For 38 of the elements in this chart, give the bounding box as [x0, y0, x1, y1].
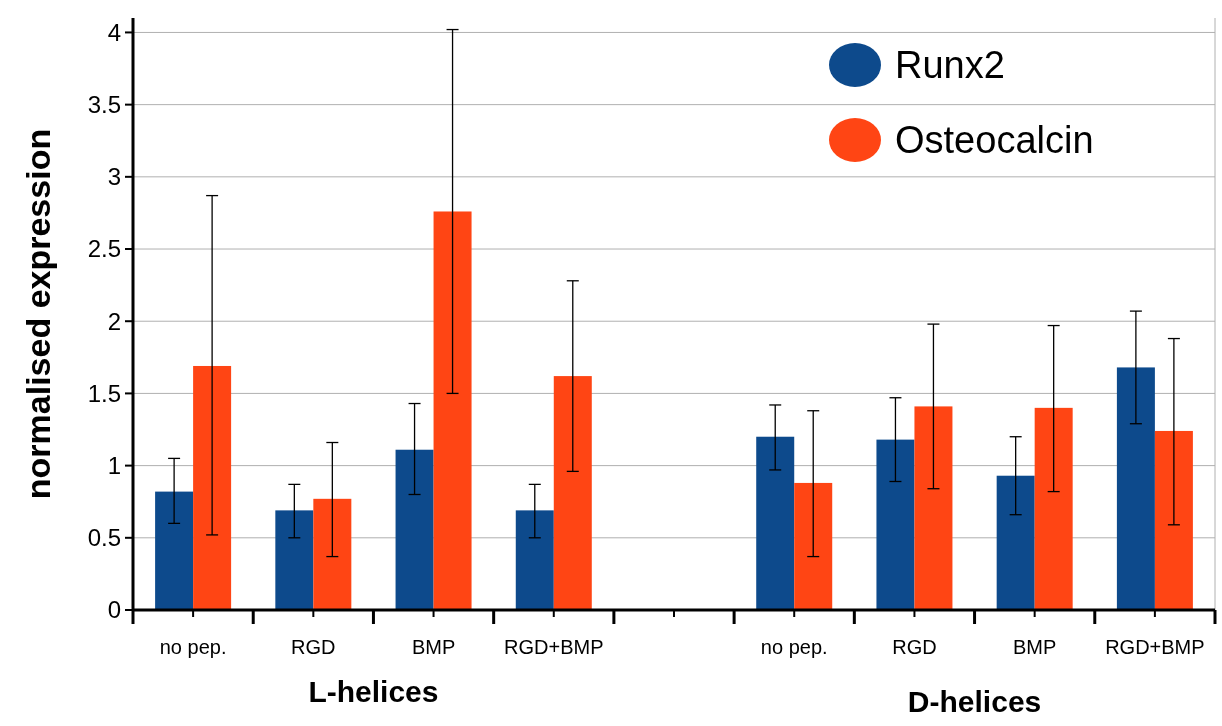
bar [756, 436, 795, 610]
bar [876, 439, 915, 610]
y-tick-label: 4 [107, 18, 121, 46]
bar [1116, 367, 1155, 610]
y-tick-label: 0 [107, 596, 121, 624]
x-tick-label: RGD+BMP [504, 636, 604, 658]
x-tick-label: RGD [892, 636, 937, 658]
text: L-helices [308, 675, 439, 708]
bar [1154, 430, 1193, 610]
bar [914, 406, 953, 610]
bar [275, 510, 314, 610]
legend-label: Osteocalcin [895, 119, 1094, 162]
x-tick-label: no pep. [159, 636, 227, 658]
bar [1034, 407, 1073, 610]
bar [155, 491, 194, 610]
bar [395, 449, 434, 610]
y-tick-label: 1 [107, 452, 121, 480]
y-axis-title: normalised expression [19, 128, 57, 500]
x-tick-label: RGD [291, 636, 336, 658]
bar [515, 510, 554, 610]
bar [996, 475, 1035, 610]
bar [794, 482, 833, 610]
legend-label: Runx2 [895, 44, 1005, 87]
x-tick-label: BMP [411, 636, 456, 658]
y-tick-label: 1.5 [87, 379, 121, 407]
y-tick-label: 2.5 [87, 235, 121, 263]
x-tick-label: no pep. [760, 636, 828, 658]
y-tick-label: 0.5 [87, 524, 121, 552]
y-tick-label: 2 [107, 307, 121, 335]
text: D-helices [907, 685, 1042, 718]
x-tick-label: RGD+BMP [1105, 636, 1205, 658]
y-tick-label: 3 [107, 163, 121, 191]
bar [433, 211, 472, 610]
bar [553, 376, 592, 610]
bar [193, 365, 232, 610]
y-tick-label: 3.5 [87, 91, 121, 119]
x-tick-label: BMP [1012, 636, 1057, 658]
bar [313, 498, 352, 610]
